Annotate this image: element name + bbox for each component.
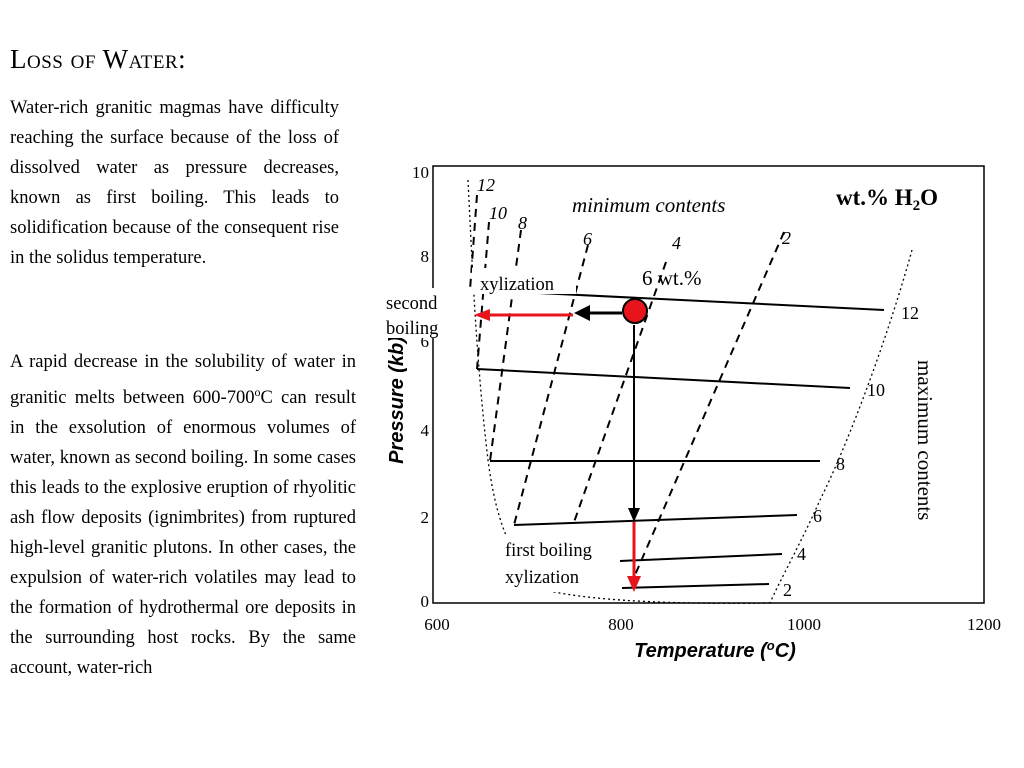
- maximum-contents-boundary: [769, 249, 913, 604]
- y-axis-title: Pressure (kb): [386, 336, 408, 464]
- y-tick-10: 10: [412, 163, 429, 182]
- annotation-boiling: boiling: [386, 319, 438, 339]
- y-tick-4: 4: [421, 421, 430, 440]
- dashed-label-2: 2: [782, 228, 791, 248]
- y-tick-2: 2: [421, 508, 430, 527]
- x-tick-800: 800: [608, 615, 634, 634]
- annotation-xylization-bottom: xylization: [505, 568, 579, 588]
- annotation-backdrop-left: [382, 288, 452, 338]
- p2-after: C can result in the exsolution of enormo…: [10, 388, 356, 679]
- annotation-xylization-top: xylization: [480, 275, 554, 295]
- dashed-label-12: 12: [477, 175, 495, 195]
- dashed-line-8: [489, 229, 522, 462]
- dashed-label-10: 10: [489, 203, 507, 223]
- arrowhead-first-boiling: [628, 508, 640, 522]
- y-tick-8: 8: [421, 247, 430, 266]
- magma-start-point: [622, 298, 648, 324]
- solid-label-10: 10: [867, 380, 885, 400]
- solid-label-2: 2: [783, 580, 792, 600]
- p2-degree: o: [254, 385, 261, 399]
- dashed-line-2: [634, 231, 785, 576]
- solid-label-8: 8: [836, 454, 845, 474]
- solid-label-4: 4: [797, 544, 806, 564]
- arrowhead-xylization: [574, 305, 590, 321]
- red-arrowhead-xylization: [627, 576, 641, 592]
- x-tick-600: 600: [424, 615, 450, 634]
- maximum-contents-label: maximum contents: [913, 360, 937, 520]
- y-tick-0: 0: [421, 592, 430, 611]
- red-arrowhead-second-boiling: [474, 309, 490, 321]
- paragraph-second-boiling: A rapid decrease in the solubility of wa…: [10, 347, 356, 683]
- page-title: Loss of Water:: [10, 44, 187, 74]
- annotation-backdrop: [472, 268, 576, 294]
- x-tick-1200: 1200: [967, 615, 1001, 634]
- solid-line-6: [513, 514, 798, 526]
- dashed-label-8: 8: [518, 213, 527, 233]
- x-tick-1000: 1000: [787, 615, 821, 634]
- dashed-label-4: 4: [672, 233, 681, 253]
- annotation-first-boiling: first boiling: [505, 541, 592, 561]
- legend-wt-h2o: wt.% H2O: [836, 185, 938, 214]
- dashed-line-4: [572, 261, 667, 526]
- x-axis-title: Temperature (oC): [634, 638, 796, 662]
- p2-before: A rapid decrease in the solubility of wa…: [10, 352, 356, 409]
- solid-line-2: [621, 583, 770, 589]
- y-tick-6: 6: [421, 332, 430, 351]
- dashed-label-6: 6: [583, 229, 592, 249]
- solid-label-6: 6: [813, 506, 822, 526]
- annotation-6wt: 6 wt.%: [642, 266, 702, 290]
- dashed-line-12: [469, 194, 478, 291]
- annotation-backdrop-bottom: [502, 534, 614, 592]
- solid-line-4: [619, 553, 783, 562]
- annotation-second: second: [386, 294, 438, 314]
- minimum-contents-label: minimum contents: [572, 193, 725, 217]
- paragraph-first-boiling: Water-rich granitic magmas have difficul…: [10, 98, 339, 268]
- solid-label-12: 12: [901, 303, 919, 323]
- dashed-line-10: [476, 221, 490, 370]
- solid-line-10: [476, 368, 851, 389]
